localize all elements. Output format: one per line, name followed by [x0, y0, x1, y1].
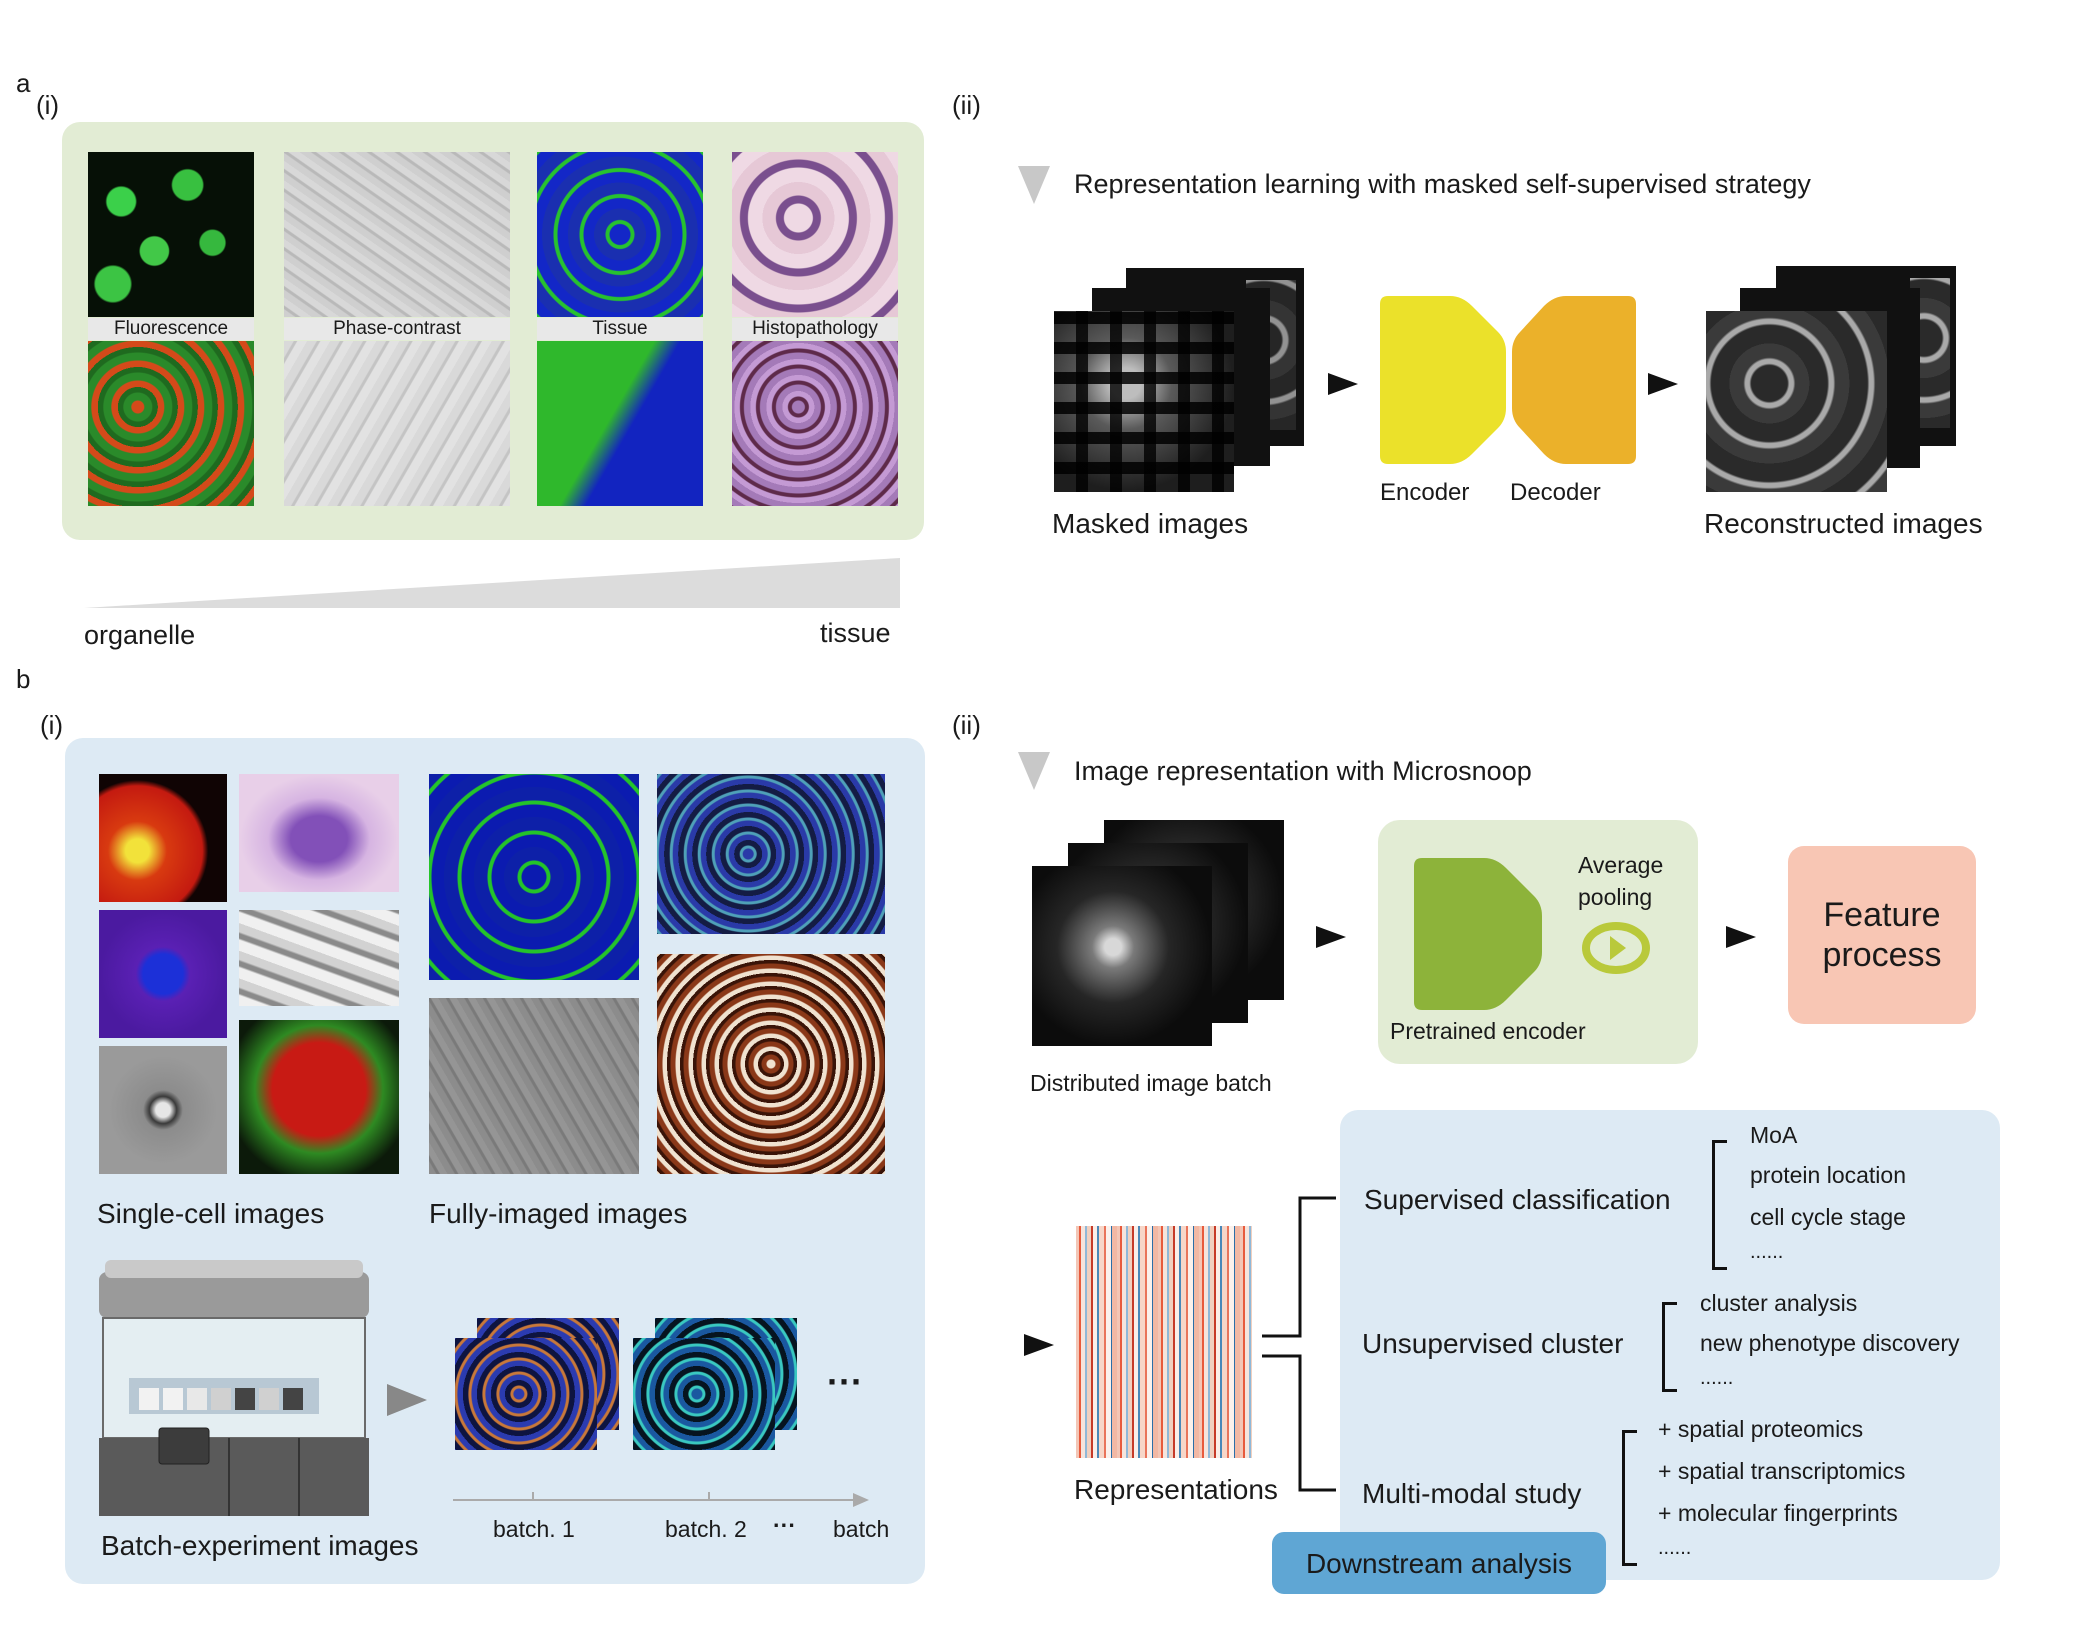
fully-imaged-image-1: [429, 774, 639, 980]
feature-process-box: Feature process: [1788, 846, 1976, 1024]
unsupervised-cluster-title: Unsupervised cluster: [1362, 1328, 1624, 1359]
scale-wedge: [84, 558, 900, 608]
batch-axis-label-batch: batch: [833, 1516, 890, 1542]
panel-b-letter: b: [16, 664, 31, 694]
encoder-label: Encoder: [1380, 479, 1470, 506]
supervised-item-moa: MoA: [1750, 1122, 1798, 1148]
batch-arrow-icon: [387, 1384, 427, 1416]
distributed-image-batch-label: Distributed image batch: [1030, 1070, 1272, 1096]
histopathology-image-top: [732, 152, 898, 317]
modality-label-histopathology: Histopathology: [732, 318, 898, 340]
tissue-image-top: [537, 152, 703, 317]
batch-axis: [453, 1492, 869, 1507]
single-cell-image-4: [239, 910, 399, 1006]
fully-imaged-image-3: [429, 998, 639, 1174]
multimodal-item-ellipsis: ......: [1658, 1537, 1692, 1559]
reconstructed-image-front: [1706, 311, 1887, 492]
modality-label-fluorescence: Fluorescence: [88, 318, 254, 340]
single-cell-image-6: [239, 1020, 399, 1174]
supervised-item-protein-location: protein location: [1750, 1162, 1906, 1188]
batch-axis-label-ellipsis: ···: [773, 1512, 796, 1538]
a-ii-heading: Representation learning with masked self…: [1074, 169, 1811, 199]
scale-label-organelle: organelle: [84, 620, 196, 650]
panel-a-letter: a: [16, 68, 31, 98]
tissue-image-bottom: [537, 341, 703, 506]
scale-label-tissue: tissue: [820, 618, 891, 648]
unsupervised-item-new-phenotype: new phenotype discovery: [1700, 1330, 1960, 1356]
batch-axis-label-2: batch. 2: [665, 1516, 747, 1542]
unsupervised-bracket: [1662, 1302, 1677, 1392]
b-ii-heading: Image representation with Microsnoop: [1074, 756, 1532, 786]
fluorescence-image-bottom: [88, 341, 254, 506]
pretrained-encoder-box: Average pooling Pretrained encoder: [1378, 820, 1698, 1064]
dataset-types-panel: Single-cell images Fully-imaged images B…: [65, 738, 925, 1584]
pretrained-encoder-label: Pretrained encoder: [1390, 1018, 1586, 1044]
supervised-classification-title: Supervised classification: [1364, 1184, 1671, 1215]
panel-a-i-label: (i): [36, 90, 60, 120]
encoder-decoder-diagram: [1380, 296, 1636, 464]
representation-connectors: [1262, 1196, 1336, 1492]
distributed-image-front: [1032, 866, 1212, 1046]
average-pooling-label-1: Average: [1578, 852, 1664, 878]
section-marker-icon: [1018, 166, 1050, 204]
average-pooling-label-2: pooling: [1578, 884, 1653, 910]
panel-a-ii-label: (ii): [952, 90, 981, 120]
modality-label-tissue: Tissue: [537, 318, 703, 340]
single-cell-image-2: [239, 774, 399, 892]
multimodal-item-transcriptomics: + spatial transcriptomics: [1658, 1458, 1906, 1484]
downstream-analysis-tag: Downstream analysis: [1272, 1532, 1606, 1594]
supervised-item-cell-cycle: cell cycle stage: [1750, 1204, 1906, 1230]
feature-process-label-1: Feature: [1823, 896, 1941, 934]
decoder-label: Decoder: [1510, 479, 1601, 506]
batch-experiment-images-label: Batch-experiment images: [101, 1530, 419, 1561]
batch-2-image-front: [633, 1338, 775, 1450]
single-cell-image-3: [99, 910, 227, 1038]
reconstructed-images-label: Reconstructed images: [1704, 508, 1983, 539]
single-cell-images-label: Single-cell images: [97, 1198, 325, 1229]
representations-label: Representations: [1074, 1474, 1278, 1505]
arrow-to-pretrained-encoder-icon: [1316, 926, 1346, 948]
unsupervised-item-ellipsis: ......: [1700, 1367, 1734, 1389]
pretrained-encoder-shape: [1414, 858, 1542, 1010]
masked-image-front: [1054, 311, 1234, 492]
single-cell-image-1: [99, 774, 227, 902]
multimodal-item-fingerprints: + molecular fingerprints: [1658, 1500, 1898, 1526]
feature-process-label-2: process: [1822, 936, 1942, 974]
fully-imaged-image-4: [657, 954, 885, 1174]
arrow-to-reconstructed-icon: [1648, 373, 1678, 395]
supervised-item-ellipsis: ......: [1750, 1241, 1784, 1263]
representations-heatmap: [1076, 1226, 1252, 1458]
encoder-shape: [1380, 296, 1506, 464]
multimodal-item-proteomics: + spatial proteomics: [1658, 1416, 1864, 1442]
arrow-to-representations-icon: [1024, 1334, 1054, 1356]
histopathology-image-bottom: [732, 341, 898, 506]
fully-imaged-images-label: Fully-imaged images: [429, 1198, 688, 1229]
supervised-bracket: [1712, 1140, 1727, 1270]
phase-contrast-image-bottom: [284, 341, 510, 506]
panel-b-ii-label: (ii): [952, 710, 981, 740]
section-marker-icon: [1018, 752, 1050, 790]
panel-b-i-label: (i): [40, 710, 64, 740]
arrow-to-feature-process-icon: [1726, 926, 1756, 948]
fluorescence-image-top: [88, 152, 254, 317]
imaging-modalities-panel: Fluorescence Phase-contrast Tissue Histo…: [62, 122, 924, 540]
multi-modal-study-title: Multi-modal study: [1362, 1478, 1582, 1509]
downstream-analysis-panel: Supervised classification MoA protein lo…: [1340, 1110, 2000, 1580]
arrow-to-encoder-icon: [1328, 373, 1358, 395]
batch-axis-label-1: batch. 1: [493, 1516, 575, 1542]
masked-images-label: Masked images: [1052, 508, 1249, 539]
decoder-shape: [1512, 296, 1636, 464]
average-pooling-icon: [1582, 922, 1650, 974]
lab-instrument-illustration: [99, 1260, 369, 1516]
phase-contrast-image-top: [284, 152, 510, 317]
fully-imaged-image-2: [657, 774, 885, 934]
single-cell-image-5: [99, 1046, 227, 1174]
batch-ellipsis: ···: [827, 1361, 863, 1402]
multimodal-bracket: [1622, 1430, 1637, 1566]
downstream-analysis-label: Downstream analysis: [1305, 1548, 1573, 1579]
unsupervised-item-cluster-analysis: cluster analysis: [1700, 1290, 1858, 1316]
batch-1-image-front: [455, 1338, 597, 1450]
modality-label-phase-contrast: Phase-contrast: [284, 318, 510, 340]
